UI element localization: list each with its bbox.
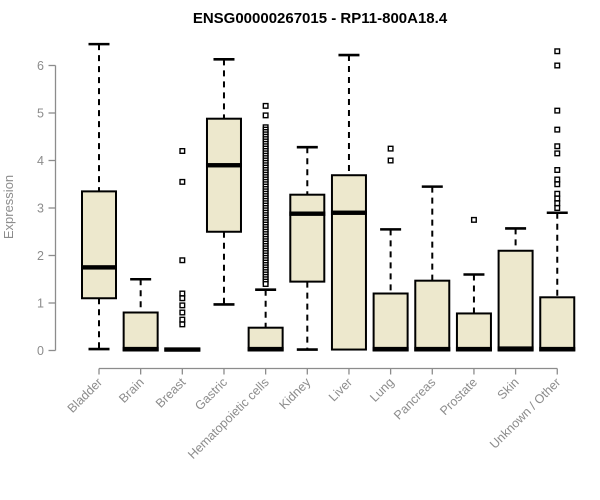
- y-tick-label: 0: [37, 344, 44, 358]
- outlier-prostate: [470, 216, 477, 223]
- x-category-label-kidney: Kidney: [276, 375, 313, 412]
- y-tick-label: 5: [37, 107, 44, 121]
- box-skin: [497, 249, 534, 352]
- median-prostate: [455, 346, 492, 352]
- median-gastric: [205, 163, 242, 168]
- median-brain: [122, 346, 159, 352]
- outlier-hematopoietic-cells: [262, 112, 269, 119]
- outlier-breast: [179, 309, 186, 316]
- box-brain: [122, 311, 159, 352]
- x-category-label-skin: Skin: [495, 375, 522, 402]
- median-breast: [164, 347, 201, 352]
- median-bladder: [81, 265, 117, 270]
- x-category-label-hematopoietic-cells: Hematopoietic cells: [185, 375, 272, 462]
- x-category-label-unknown-other: Unknown / Other: [487, 375, 563, 451]
- median-skin: [497, 346, 534, 351]
- box-kidney: [289, 193, 326, 283]
- outlier-breast: [179, 302, 186, 309]
- outlier-unknown-other: [554, 204, 561, 211]
- x-category-label-lung: Lung: [367, 375, 397, 405]
- outlier-unknown-other: [554, 176, 561, 183]
- outlier-breast: [179, 295, 186, 302]
- y-tick-label: 4: [37, 154, 44, 168]
- x-category-label-brain: Brain: [116, 375, 147, 406]
- outlier-lung: [387, 145, 394, 152]
- outlier-breast: [179, 321, 186, 328]
- box-pancreas: [414, 279, 451, 352]
- x-category-label-pancreas: Pancreas: [391, 375, 438, 422]
- box-bladder: [81, 190, 117, 300]
- outlier-breast: [179, 316, 186, 323]
- x-category-label-gastric: Gastric: [192, 375, 230, 413]
- outlier-breast: [179, 178, 186, 185]
- outlier-breast: [179, 290, 186, 297]
- median-pancreas: [414, 346, 451, 352]
- outlier-hematopoietic-cells: [262, 281, 269, 288]
- box-unknown-other: [539, 296, 576, 352]
- outlier-breast: [179, 257, 186, 264]
- median-lung: [372, 346, 409, 352]
- outlier-unknown-other: [554, 181, 561, 188]
- outlier-unknown-other: [554, 126, 561, 133]
- outlier-unknown-other: [554, 150, 561, 157]
- median-liver: [330, 210, 367, 215]
- y-axis-label: Expression: [1, 175, 16, 239]
- outlier-hematopoietic-cells: [262, 102, 269, 109]
- outlier-unknown-other: [554, 107, 561, 114]
- outlier-unknown-other: [554, 143, 561, 150]
- box-prostate: [455, 312, 492, 352]
- outlier-breast: [179, 147, 186, 154]
- x-category-label-liver: Liver: [326, 375, 355, 404]
- median-unknown-other: [539, 346, 576, 352]
- box-liver: [330, 174, 367, 351]
- outlier-unknown-other: [554, 195, 561, 202]
- y-tick-label: 1: [37, 297, 44, 311]
- outlier-unknown-other: [554, 62, 561, 69]
- median-hematopoietic-cells: [247, 346, 284, 352]
- outlier-unknown-other: [554, 190, 561, 197]
- box-lung: [372, 292, 409, 352]
- plot-area: 0 1 2 3 4 5 6 Bladder Brain Breast GastricHematopo…: [37, 42, 576, 462]
- outlier-unknown-other: [554, 48, 561, 55]
- chart-title: ENSG00000267015 - RP11-800A18.4: [193, 10, 448, 27]
- box-gastric: [205, 117, 242, 233]
- x-category-label-prostate: Prostate: [437, 375, 480, 418]
- x-category-label-bladder: Bladder: [65, 375, 105, 415]
- outlier-lung: [387, 157, 394, 164]
- y-tick-label: 2: [37, 249, 44, 263]
- outlier-unknown-other: [554, 200, 561, 207]
- outlier-unknown-other: [554, 166, 561, 173]
- y-tick-label: 3: [37, 202, 44, 216]
- median-kidney: [289, 211, 326, 216]
- y-tick-label: 6: [37, 59, 44, 73]
- x-category-label-breast: Breast: [153, 375, 189, 411]
